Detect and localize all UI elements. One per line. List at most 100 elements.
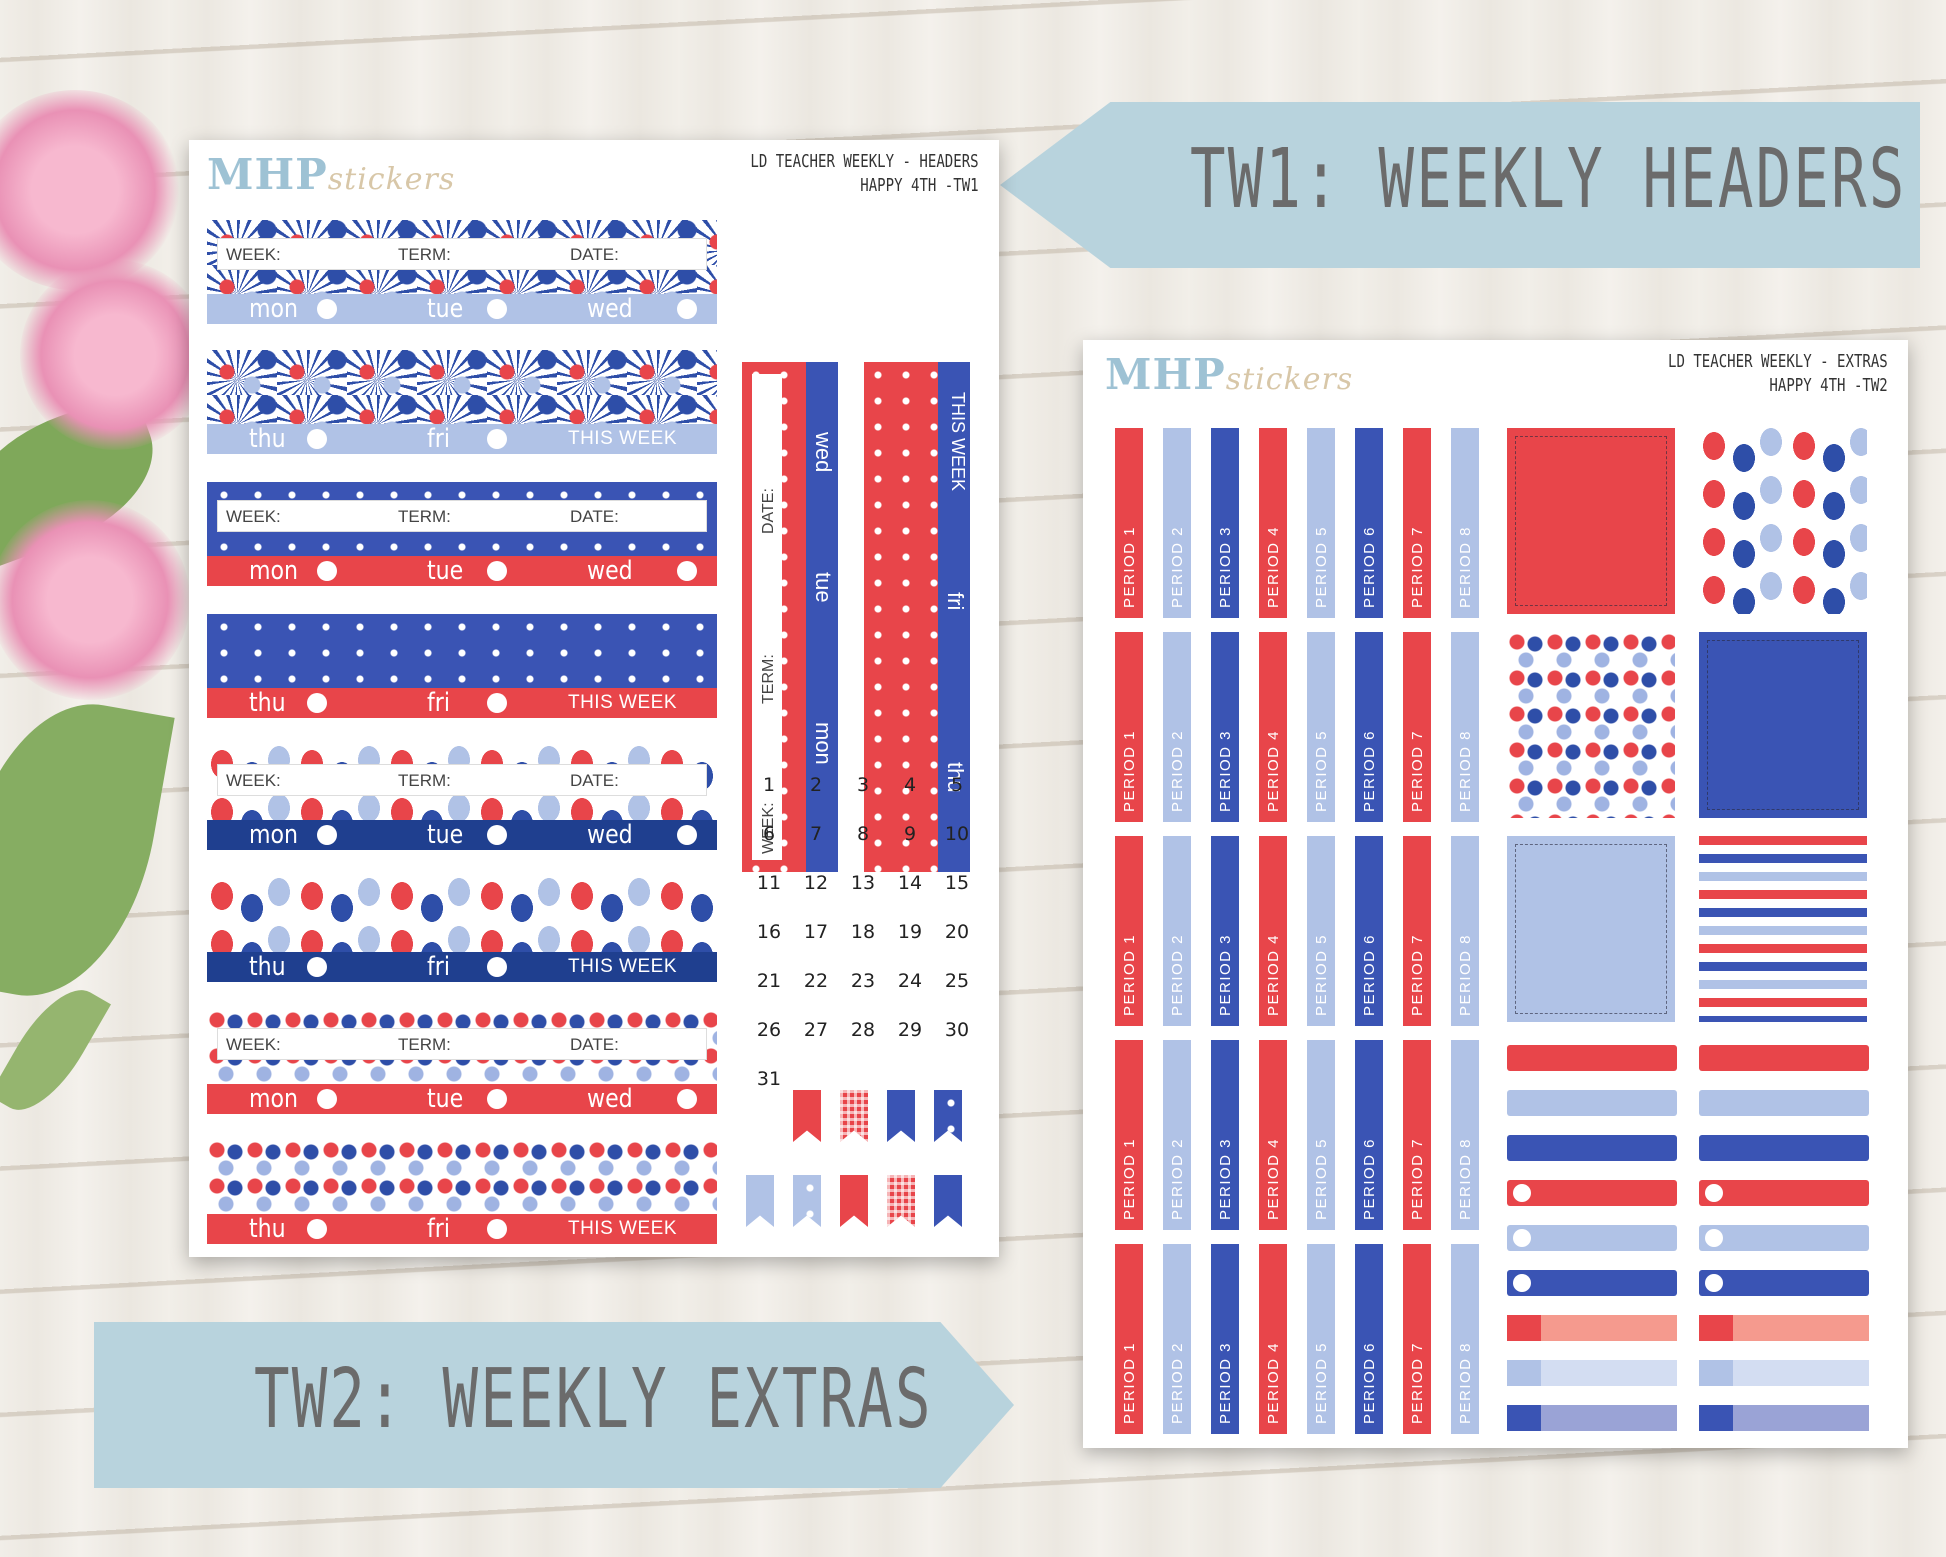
header-strip-mon-wed: WEEK: TERM: DATE: mon tue wed	[207, 746, 717, 850]
label-bar	[1699, 1315, 1869, 1341]
period-sticker: PERIOD 7	[1403, 1244, 1431, 1434]
day-wed: wed	[587, 1084, 633, 1114]
logo-script: stickers	[1225, 362, 1354, 397]
flag-sticker	[793, 1175, 821, 1227]
label-bar-dot	[1705, 1184, 1723, 1202]
calendar-date: 30	[944, 1019, 970, 1041]
calendar-date: 5	[950, 774, 964, 796]
date-label: DATE:	[570, 245, 619, 264]
week-term-date-box: WEEK: TERM: DATE:	[217, 500, 707, 532]
vertical-strip-blue-days: wed tue mon	[806, 362, 838, 872]
calendar-date: 22	[803, 970, 829, 992]
week-term-date-box: WEEK: TERM: DATE:	[217, 1028, 707, 1060]
period-sticker: PERIOD 1	[1115, 1244, 1143, 1434]
flag-sticker	[934, 1090, 962, 1142]
day-tue: tue	[427, 820, 464, 850]
header-strip-thu-fri: thu fri THIS WEEK	[207, 350, 717, 454]
period-sticker: PERIOD 1	[1115, 632, 1143, 822]
header-strip-mon-wed: WEEK: TERM: DATE: mon tue wed	[207, 482, 717, 586]
period-sticker: PERIOD 6	[1355, 428, 1383, 618]
day-wed: wed	[811, 432, 836, 473]
day-mon: mon	[811, 722, 836, 765]
period-sticker: PERIOD 2	[1163, 836, 1191, 1026]
term-label: TERM:	[760, 654, 777, 704]
calendar-date: 2	[809, 774, 823, 796]
flag-sticker	[887, 1090, 915, 1142]
label-bar	[1699, 1180, 1869, 1206]
sheet-title: LD TEACHER WEEKLY - HEADERS HAPPY 4TH -T…	[751, 150, 979, 198]
day-dot	[307, 693, 327, 713]
calendar-date: 7	[809, 823, 823, 845]
banner-weekly-headers: TW1: WEEKLY HEADERS	[1000, 102, 1920, 268]
date-label: DATE:	[570, 1035, 619, 1054]
period-sticker: PERIOD 8	[1451, 1040, 1479, 1230]
date-label: DATE:	[760, 488, 777, 534]
label-bar	[1699, 1405, 1869, 1431]
day-wed: wed	[587, 556, 633, 586]
calendar-date: 20	[944, 921, 970, 943]
label-bar-dot	[1705, 1229, 1723, 1247]
calendar-date: 3	[856, 774, 870, 796]
day-dot	[677, 299, 697, 319]
day-fri: fri	[427, 424, 451, 454]
period-sticker: PERIOD 2	[1163, 1040, 1191, 1230]
this-week-label: THIS WEEK	[567, 428, 677, 449]
day-fri: fri	[427, 952, 451, 982]
vertical-write-box: DATE: TERM: WEEK:	[752, 374, 782, 860]
label-bar	[1507, 1135, 1677, 1161]
label-bar	[1699, 1360, 1869, 1386]
calendar-date: 31	[756, 1068, 782, 1090]
period-sticker: PERIOD 5	[1307, 836, 1335, 1026]
period-sticker: PERIOD 1	[1115, 836, 1143, 1026]
date-label: DATE:	[570, 771, 619, 790]
period-sticker: PERIOD 2	[1163, 632, 1191, 822]
day-tue: tue	[427, 556, 464, 586]
day-row: thu fri THIS WEEK	[207, 1214, 717, 1244]
calendar-date: 23	[850, 970, 876, 992]
day-mon: mon	[249, 556, 299, 586]
day-row: mon tue wed	[207, 294, 717, 324]
day-tue: tue	[811, 572, 836, 603]
day-tue: tue	[427, 294, 464, 324]
header-strip-thu-fri: thu fri THIS WEEK	[207, 1140, 717, 1244]
term-label: TERM:	[398, 507, 451, 526]
period-sticker: PERIOD 4	[1259, 836, 1287, 1026]
logo-text: MHP	[1105, 350, 1226, 399]
week-label: WEEK:	[226, 507, 281, 526]
day-dot	[677, 561, 697, 581]
day-dot	[487, 561, 507, 581]
dashed-border	[1515, 844, 1667, 1014]
flag-sticker	[746, 1175, 774, 1227]
calendar-date: 27	[803, 1019, 829, 1041]
day-mon: mon	[249, 820, 299, 850]
header-strip-mon-wed: WEEK: TERM: DATE: mon tue wed	[207, 220, 717, 324]
calendar-date: 26	[756, 1019, 782, 1041]
calendar-date: 10	[944, 823, 970, 845]
leaf-decoration	[0, 974, 111, 1126]
day-thu: thu	[249, 424, 286, 454]
leaf-decoration	[0, 686, 175, 1014]
calendar-date: 16	[756, 921, 782, 943]
day-dot	[307, 957, 327, 977]
label-bar-dot	[1513, 1184, 1531, 1202]
this-week-label: THIS WEEK	[567, 692, 677, 713]
day-row: mon tue wed	[207, 820, 717, 850]
flag-sticker	[840, 1175, 868, 1227]
calendar-date: 21	[756, 970, 782, 992]
period-sticker: PERIOD 3	[1211, 836, 1239, 1026]
day-fri: fri	[427, 1214, 451, 1244]
week-label: WEEK:	[226, 245, 281, 264]
calendar-date: 17	[803, 921, 829, 943]
period-sticker: PERIOD 5	[1307, 428, 1335, 618]
day-thu: thu	[249, 688, 286, 718]
full-box-light-blue	[1507, 836, 1675, 1022]
vertical-strip-blue-week: THIS WEEK fri thu	[938, 362, 970, 872]
brand-logo: MHPstickers	[1105, 350, 1353, 399]
sheet-title-line1: LD TEACHER WEEKLY - EXTRAS	[1668, 351, 1888, 372]
logo-script: stickers	[327, 162, 456, 197]
label-bar	[1699, 1225, 1869, 1251]
day-row: thu fri THIS WEEK	[207, 952, 717, 982]
day-fri: fri	[943, 592, 968, 611]
period-sticker: PERIOD 8	[1451, 632, 1479, 822]
calendar-date: 14	[897, 872, 923, 894]
